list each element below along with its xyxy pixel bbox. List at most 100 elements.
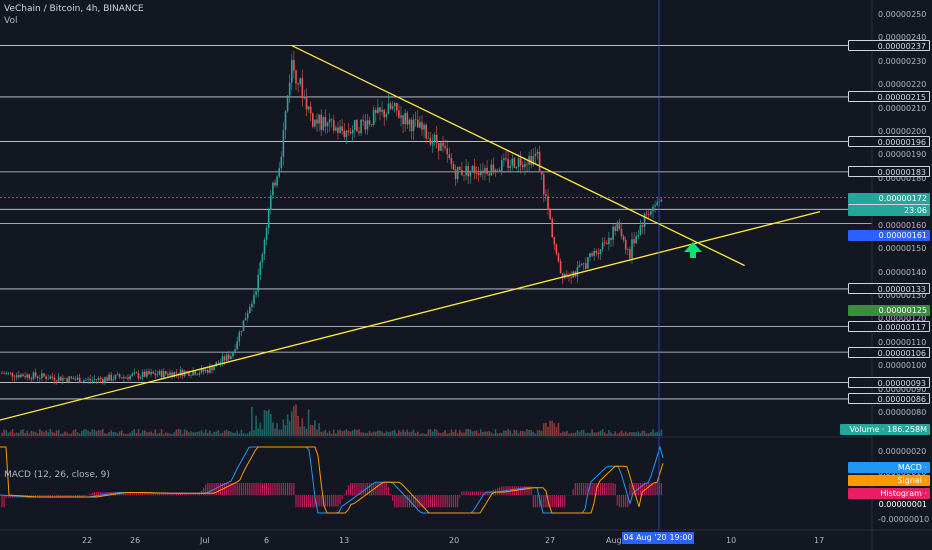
volume-bar	[576, 430, 579, 436]
candle-body	[274, 182, 276, 186]
volume-bar	[211, 433, 213, 436]
histogram-bar	[261, 483, 263, 496]
candle-body	[141, 371, 144, 377]
volume-bar	[549, 420, 551, 436]
volume-bar	[15, 432, 18, 436]
volume-bar	[244, 433, 247, 436]
histogram-bar	[572, 489, 574, 496]
time-axis-tick: 27	[545, 536, 556, 545]
price-axis-tick: 0.00000180	[878, 173, 927, 183]
candle-body	[591, 253, 593, 256]
macd-axis-tick: 0.00000020	[878, 447, 927, 456]
volume-bar	[532, 431, 535, 436]
histogram-bar	[135, 492, 137, 496]
candle-body	[78, 377, 81, 383]
candle-body	[278, 168, 280, 177]
histogram-bar	[660, 483, 662, 496]
candle-body	[454, 169, 457, 180]
volume-bar	[354, 429, 356, 436]
volume-bar	[347, 430, 350, 436]
histogram-bar	[616, 495, 618, 506]
histogram-bar	[66, 495, 68, 498]
volume-bar	[608, 429, 610, 436]
candle-body	[389, 103, 392, 109]
candle-body	[484, 167, 486, 174]
macd-legend[interactable]: MACD (12, 26, close, 9)	[4, 470, 110, 480]
candle-body	[587, 257, 589, 269]
histogram-bar	[324, 495, 326, 507]
histogram-bar	[169, 492, 171, 496]
candle-body	[639, 225, 642, 235]
candle-body	[1, 373, 3, 374]
histogram-bar	[362, 483, 364, 496]
candle-body	[517, 158, 520, 168]
candle-body	[251, 303, 253, 308]
volume-bar	[633, 432, 635, 436]
volume-bar	[171, 433, 173, 436]
histogram-bar	[450, 495, 452, 508]
volume-bar	[610, 432, 612, 436]
volume-bar	[120, 430, 123, 436]
volume-bar	[167, 432, 169, 436]
candle-body	[324, 117, 327, 127]
arrow-up-icon	[684, 242, 702, 258]
histogram-bar	[591, 483, 593, 496]
volume-bar	[156, 433, 159, 436]
volume-bar	[89, 431, 91, 436]
volume-bar	[379, 430, 381, 436]
volume-bar	[511, 433, 514, 436]
candle-body	[280, 156, 283, 169]
volume-bar	[524, 431, 526, 436]
candle-body	[175, 372, 178, 374]
price-axis-tick: 0.00000200	[878, 127, 927, 137]
symbol-title[interactable]: VeChain / Bitcoin, 4h, BINANCE	[4, 4, 144, 14]
volume-bar	[106, 433, 108, 436]
histogram-bar	[242, 483, 245, 496]
volume-bar	[20, 430, 22, 436]
candle-body	[68, 376, 70, 382]
candle-body	[305, 96, 308, 110]
candle-body	[83, 380, 85, 383]
histogram-bar	[165, 492, 167, 496]
histogram-bar	[404, 495, 406, 508]
histogram-bar	[289, 483, 291, 496]
histogram-bar	[429, 495, 431, 508]
volume-bar	[282, 419, 285, 436]
volume-bar	[593, 432, 595, 436]
volume-bar	[557, 422, 560, 436]
histogram-bar	[293, 483, 295, 496]
volume-bar	[97, 430, 100, 436]
volume-bar	[177, 429, 180, 436]
candle-body	[49, 376, 52, 379]
candle-body	[423, 124, 425, 130]
volume-bar	[169, 433, 171, 436]
volume-bar	[102, 429, 104, 436]
candle-body	[438, 143, 440, 151]
volume-bar	[606, 433, 608, 436]
time-axis-tick: 17	[814, 536, 825, 545]
candle-body	[32, 372, 35, 380]
volume-bar	[559, 433, 562, 436]
candle-body	[291, 59, 293, 83]
candle-body	[446, 148, 448, 155]
histogram-bar	[226, 483, 228, 496]
time-axis-tick: 20	[449, 536, 460, 545]
candle-body	[238, 332, 241, 342]
histogram-bar	[106, 492, 108, 496]
volume-bar	[570, 433, 572, 436]
histogram-bar	[131, 492, 133, 496]
volume-bar	[39, 429, 41, 436]
candle-body	[26, 374, 28, 378]
histogram-bar	[410, 495, 413, 508]
volume-bar	[181, 433, 184, 436]
candle-body	[654, 205, 656, 207]
volume-bar	[595, 432, 598, 436]
candle-body	[257, 274, 259, 292]
macd-value-badge: MACD · 0.00000004	[848, 462, 930, 483]
histogram-bar	[532, 495, 534, 508]
volume-bar	[368, 430, 371, 436]
histogram-bar	[597, 483, 599, 496]
candle-body	[36, 376, 39, 379]
vol-label[interactable]: Vol	[4, 16, 18, 26]
